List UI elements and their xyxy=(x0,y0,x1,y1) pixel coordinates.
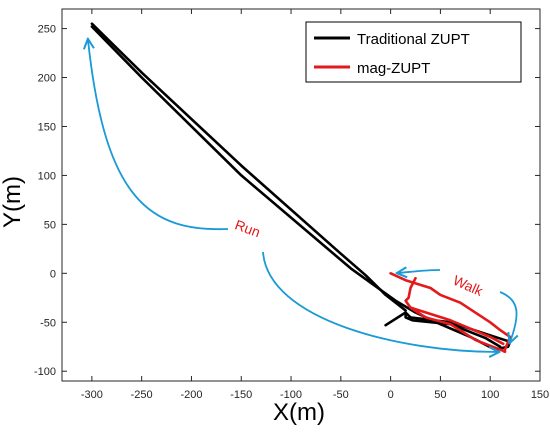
legend: Traditional ZUPT mag-ZUPT xyxy=(305,21,522,83)
y-tick-label: 0 xyxy=(50,268,56,280)
x-tick-label: -300 xyxy=(81,389,103,401)
annotation-arrows xyxy=(88,40,517,352)
y-tick-label: 150 xyxy=(38,121,56,133)
walk-arrow-left xyxy=(398,270,441,273)
y-tick-label: -100 xyxy=(34,366,56,378)
x-tick-label: -200 xyxy=(180,389,202,401)
plot-area: -300 -250 -200 -150 -100 -50 0 50 100 150 250 200 15… xyxy=(34,8,549,401)
annotation-walk: Walk xyxy=(451,272,486,299)
legend-label-traditional: Traditional ZUPT xyxy=(357,31,470,48)
x-tick-label: 100 xyxy=(481,389,499,401)
axes-frame xyxy=(61,8,541,382)
legend-box xyxy=(305,21,522,83)
x-axis-label: X(m) xyxy=(273,399,325,426)
y-tick-label: 100 xyxy=(38,170,56,182)
x-tick-label: -100 xyxy=(280,389,302,401)
x-tick-label: 150 xyxy=(531,389,549,401)
y-tick-label: -50 xyxy=(40,317,56,329)
y-tick-label: 250 xyxy=(38,24,56,36)
series-1 xyxy=(389,272,512,353)
x-tick-label: -150 xyxy=(230,389,252,401)
run-arrow-up xyxy=(88,40,229,231)
y-tick-label: 200 xyxy=(38,73,56,85)
series-line-1 xyxy=(389,272,512,353)
legend-label-mag: mag-ZUPT xyxy=(357,60,430,77)
series-line-0 xyxy=(404,311,502,348)
walk-arrow-right xyxy=(499,291,517,342)
annotation-labels: Run Walk xyxy=(233,216,486,299)
annotation-run: Run xyxy=(233,216,263,240)
x-tick-label: -250 xyxy=(131,389,153,401)
x-tick-label: -50 xyxy=(333,389,349,401)
run-arrow-down xyxy=(262,251,498,352)
y-tick-label: 50 xyxy=(44,219,56,231)
y-axis-label: Y(m) xyxy=(0,176,26,228)
x-tick-label: 50 xyxy=(434,389,446,401)
x-tick-label: 0 xyxy=(388,389,394,401)
series-line-1 xyxy=(409,306,505,346)
series-line-0 xyxy=(90,22,407,312)
